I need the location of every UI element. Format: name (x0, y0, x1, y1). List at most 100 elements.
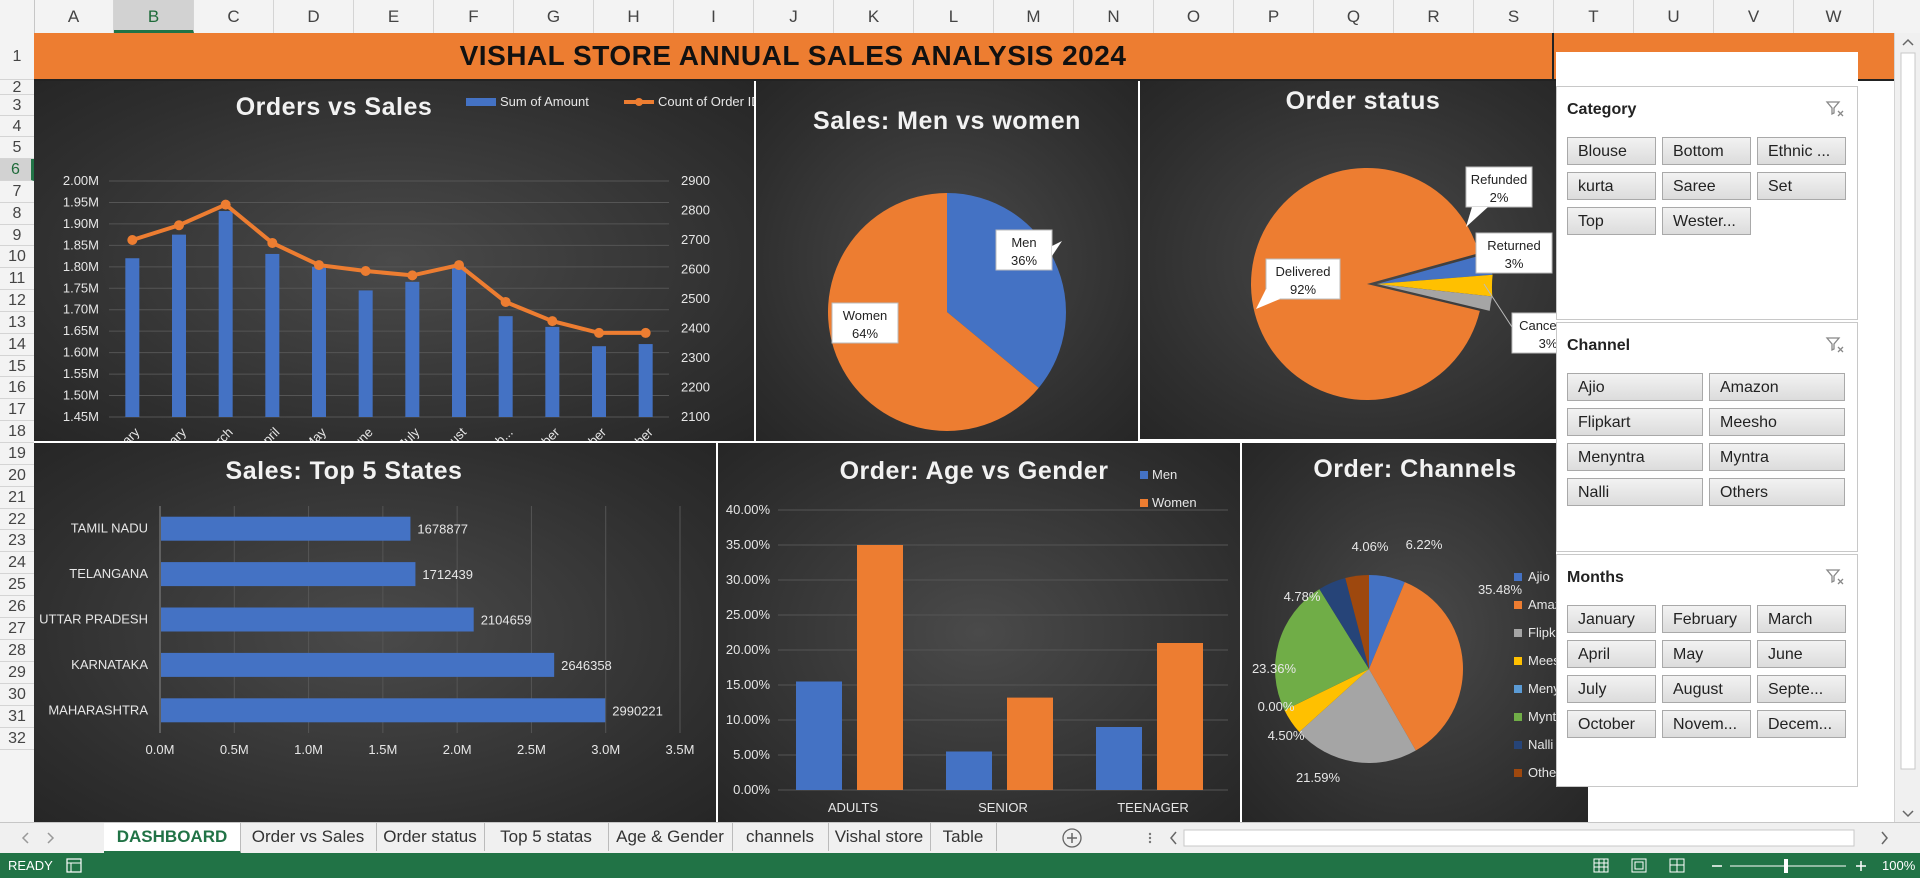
slicer-item-category-3[interactable]: kurta (1567, 172, 1656, 200)
sheet-tab-1[interactable]: Order vs Sales (240, 823, 377, 851)
slicer-item-months-10[interactable]: Novem... (1662, 710, 1751, 738)
row-header-1[interactable]: 1 (0, 33, 34, 80)
orders-vs-sales-chart[interactable]: Orders vs Sales 2.00M 1.95M 1.90M 1.85M 1.80… (34, 81, 754, 441)
slicer-item-category-0[interactable]: Blouse (1567, 137, 1656, 165)
column-header-p[interactable]: P (1234, 0, 1314, 33)
row-header-27[interactable]: 27 (0, 618, 34, 640)
column-header-b[interactable]: B (114, 0, 194, 33)
top-states-chart[interactable]: Sales: Top 5 States 0.0M 0.5M 1.0M 1.5M 2.0M… (34, 443, 716, 822)
slicer-item-months-3[interactable]: April (1567, 640, 1656, 668)
sheet-tab-3[interactable]: Top 5 statas (484, 823, 609, 851)
zoom-level[interactable]: 100% (1882, 858, 1916, 873)
row-header-18[interactable]: 18 (0, 421, 34, 443)
slicer-item-months-11[interactable]: Decem... (1757, 710, 1846, 738)
row-header-24[interactable]: 24 (0, 552, 34, 574)
slicer-item-months-1[interactable]: February (1662, 605, 1751, 633)
slicer-item-channel-4[interactable]: Menyntra (1567, 443, 1703, 471)
select-all-corner[interactable] (0, 0, 35, 33)
plus-circle-icon[interactable] (1061, 827, 1083, 849)
row-header-11[interactable]: 11 (0, 268, 34, 290)
column-header-s[interactable]: S (1474, 0, 1554, 33)
filter-clear-icon[interactable] (1825, 99, 1845, 119)
view-mode-icons[interactable] (1592, 857, 1692, 874)
tab-nav-arrows-icon[interactable] (20, 831, 60, 845)
row-header-7[interactable]: 7 (0, 181, 34, 203)
slicer-item-category-1[interactable]: Bottom (1662, 137, 1751, 165)
slicer-item-months-2[interactable]: March (1757, 605, 1846, 633)
slicer-item-channel-6[interactable]: Nalli (1567, 478, 1703, 506)
row-header-22[interactable]: 22 (0, 509, 34, 530)
slicer-item-category-2[interactable]: Ethnic ... (1757, 137, 1846, 165)
column-header-q[interactable]: Q (1314, 0, 1394, 33)
column-header-w[interactable]: W (1794, 0, 1874, 33)
slicer-item-channel-0[interactable]: Ajio (1567, 373, 1703, 401)
row-header-8[interactable]: 8 (0, 203, 34, 225)
column-header-g[interactable]: G (514, 0, 594, 33)
slicer-item-months-5[interactable]: June (1757, 640, 1846, 668)
category-slicer[interactable]: Category Blouse Bottom Ethnic ... kurta Sare… (1556, 86, 1858, 320)
row-header-21[interactable]: 21 (0, 487, 34, 509)
slicer-item-months-6[interactable]: July (1567, 675, 1656, 703)
row-header-29[interactable]: 29 (0, 662, 34, 684)
column-header-r[interactable]: R (1394, 0, 1474, 33)
slicer-item-months-8[interactable]: Septe... (1757, 675, 1846, 703)
slicer-item-category-4[interactable]: Saree (1662, 172, 1751, 200)
sheet-tab-4[interactable]: Age & Gender (608, 823, 733, 851)
row-header-5[interactable]: 5 (0, 137, 34, 159)
column-header-m[interactable]: M (994, 0, 1074, 33)
sheet-tab-5[interactable]: channels (732, 823, 829, 851)
sheet-tab-2[interactable]: Order status (376, 823, 485, 851)
row-header-31[interactable]: 31 (0, 706, 34, 728)
column-header-e[interactable]: E (354, 0, 434, 33)
column-header-l[interactable]: L (914, 0, 994, 33)
column-header-v[interactable]: V (1714, 0, 1794, 33)
column-header-o[interactable]: O (1154, 0, 1234, 33)
slicer-item-months-7[interactable]: August (1662, 675, 1751, 703)
row-header-2[interactable]: 2 (0, 80, 34, 96)
slicer-item-channel-5[interactable]: Myntra (1709, 443, 1845, 471)
filter-clear-icon[interactable] (1825, 335, 1845, 355)
column-header-d[interactable]: D (274, 0, 354, 33)
row-header-6[interactable]: 6 (0, 159, 34, 181)
channels-chart[interactable]: Order: Channels 6.22% 35.48% 21.59% 4.50% 0.… (1242, 443, 1588, 822)
row-header-23[interactable]: 23 (0, 530, 34, 552)
row-header-26[interactable]: 26 (0, 596, 34, 618)
zoom-slider[interactable] (1710, 857, 1870, 874)
row-header-28[interactable]: 28 (0, 640, 34, 662)
slicer-item-channel-2[interactable]: Flipkart (1567, 408, 1703, 436)
row-header-25[interactable]: 25 (0, 574, 34, 596)
slicer-item-category-5[interactable]: Set (1757, 172, 1846, 200)
row-header-30[interactable]: 30 (0, 684, 34, 706)
column-header-t[interactable]: T (1554, 0, 1634, 33)
men-vs-women-chart[interactable]: Sales: Men vs women Men 36% Women 64% (756, 81, 1138, 441)
tab-split-icon[interactable] (1146, 831, 1154, 845)
row-header-16[interactable]: 16 (0, 377, 34, 399)
slicer-item-channel-1[interactable]: Amazon (1709, 373, 1845, 401)
slicer-item-category-6[interactable]: Top (1567, 207, 1656, 235)
row-header-32[interactable]: 32 (0, 728, 34, 750)
column-header-c[interactable]: C (194, 0, 274, 33)
row-header-9[interactable]: 9 (0, 225, 34, 246)
slicer-item-channel-7[interactable]: Others (1709, 478, 1845, 506)
row-header-4[interactable]: 4 (0, 116, 34, 137)
horizontal-scrollbar[interactable] (1166, 827, 1892, 849)
sheet-tab-6[interactable]: Vishal store (828, 823, 931, 851)
row-header-14[interactable]: 14 (0, 334, 34, 356)
row-header-17[interactable]: 17 (0, 399, 34, 421)
row-header-13[interactable]: 13 (0, 312, 34, 334)
slicer-item-channel-3[interactable]: Meesho (1709, 408, 1845, 436)
row-header-15[interactable]: 15 (0, 356, 34, 377)
macro-record-icon[interactable] (66, 858, 82, 873)
slicer-item-category-7[interactable]: Wester... (1662, 207, 1751, 235)
order-status-chart[interactable]: Order status Delivered 92% Refunded 2% Retur… (1140, 81, 1586, 439)
sheet-tab-7[interactable]: Table (930, 823, 997, 851)
column-header-f[interactable]: F (434, 0, 514, 33)
channel-slicer[interactable]: Channel Ajio Amazon Flipkart Meesho Menyntra… (1556, 322, 1858, 552)
row-header-3[interactable]: 3 (0, 95, 34, 116)
column-header-h[interactable]: H (594, 0, 674, 33)
column-header-a[interactable]: A (34, 0, 114, 33)
months-slicer[interactable]: Months January February March April May June J… (1556, 554, 1858, 787)
vertical-scrollbar[interactable] (1894, 33, 1920, 822)
slicer-item-months-4[interactable]: May (1662, 640, 1751, 668)
slicer-item-months-0[interactable]: January (1567, 605, 1656, 633)
